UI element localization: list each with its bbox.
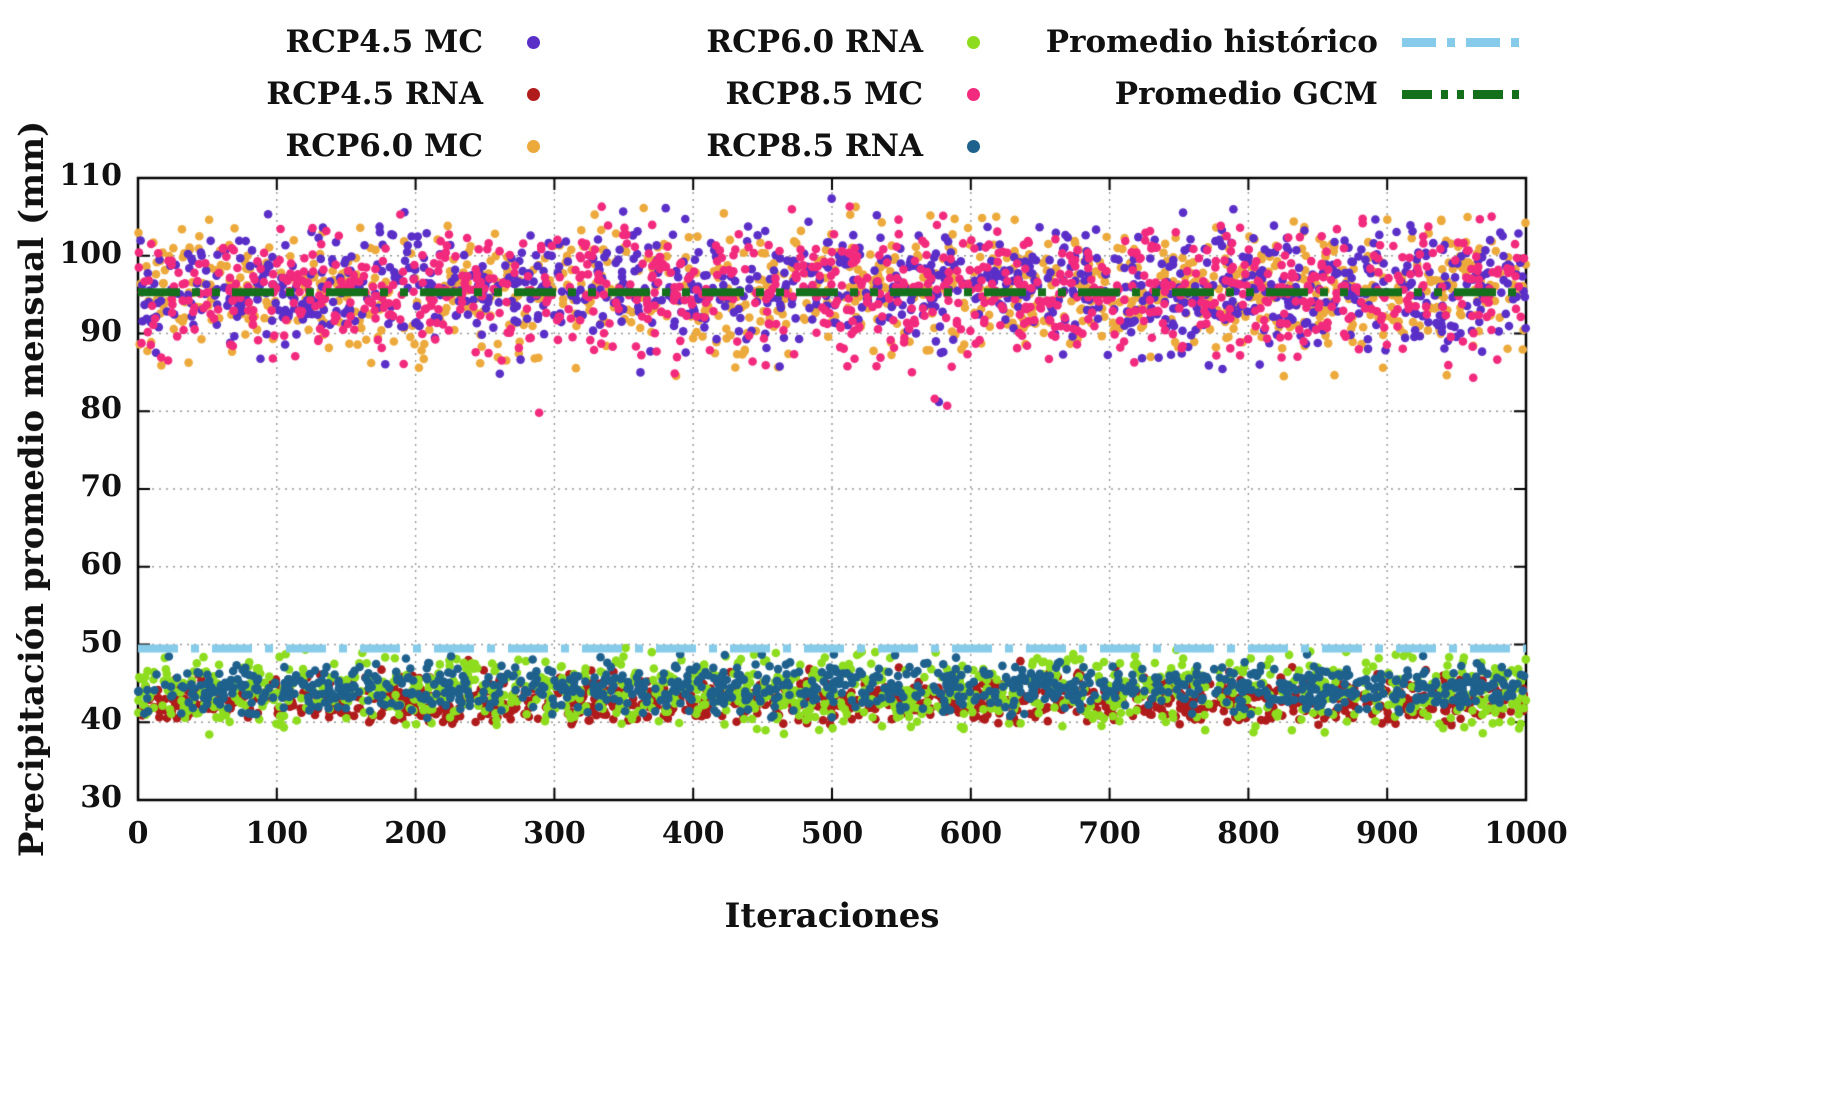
legend-marker-dot — [527, 87, 540, 101]
legend-label: Promedio GCM — [1114, 76, 1378, 112]
legend-line-sample-gcm — [1402, 89, 1520, 99]
legend-column-2: RCP6.0 RNA RCP8.5 MC RCP8.5 RNA — [590, 16, 980, 172]
legend-label: RCP6.0 RNA — [706, 24, 923, 60]
legend-item-rcp45-mc: RCP4.5 MC — [140, 16, 540, 68]
y-tick-label: 60 — [80, 546, 122, 582]
x-tick-label: 200 — [384, 816, 447, 851]
y-tick-label: 30 — [80, 780, 122, 815]
x-tick-label: 500 — [800, 816, 864, 851]
legend-label: Promedio histórico — [1045, 24, 1378, 60]
legend-line-sample-historico — [1402, 37, 1520, 47]
x-tick-label: 300 — [523, 816, 586, 851]
legend-marker-dot — [967, 87, 980, 101]
x-tick-label: 600 — [939, 816, 1003, 851]
legend-item-rcp85-mc: RCP8.5 MC — [590, 68, 980, 120]
legend-column-3: Promedio histórico Promedio GCM — [960, 16, 1520, 120]
x-tick-label: 800 — [1217, 816, 1280, 851]
y-tick-label: 70 — [80, 469, 122, 504]
legend-marker-dot — [527, 139, 540, 153]
legend-item-promedio-gcm: Promedio GCM — [960, 68, 1520, 120]
legend-item-rcp60-rna: RCP6.0 RNA — [590, 16, 980, 68]
y-tick-label: 50 — [80, 624, 122, 660]
x-tick-label: 900 — [1355, 816, 1419, 851]
legend-label: RCP8.5 MC — [725, 76, 923, 112]
y-tick-label: 80 — [80, 391, 122, 427]
y-tick-label: 100 — [59, 235, 122, 271]
legend-marker-dot — [967, 139, 980, 153]
y-tick-label: 90 — [80, 313, 122, 349]
x-tick-label: 400 — [661, 816, 725, 851]
legend-column-1: RCP4.5 MC RCP4.5 RNA RCP6.0 MC — [140, 16, 540, 172]
y-tick-label: 110 — [59, 158, 122, 193]
x-tick-label: 700 — [1078, 816, 1141, 851]
x-tick-label: 1000 — [1484, 816, 1568, 851]
legend-item-rcp60-mc: RCP6.0 MC — [140, 120, 540, 172]
legend-label: RCP8.5 RNA — [706, 128, 923, 164]
x-axis-label: Iteraciones — [724, 896, 940, 936]
legend-label: RCP4.5 MC — [285, 24, 483, 60]
legend-item-promedio-historico: Promedio histórico — [960, 16, 1520, 68]
legend-item-rcp85-rna: RCP8.5 RNA — [590, 120, 980, 172]
y-tick-label: 40 — [80, 702, 122, 738]
x-tick-label: 0 — [127, 816, 149, 851]
x-tick-label: 100 — [245, 816, 309, 851]
legend-marker-dot — [967, 35, 980, 49]
legend-label: RCP4.5 RNA — [266, 76, 483, 112]
legend-item-rcp45-rna: RCP4.5 RNA — [140, 68, 540, 120]
legend-label: RCP6.0 MC — [285, 128, 483, 164]
legend-marker-dot — [527, 35, 540, 49]
